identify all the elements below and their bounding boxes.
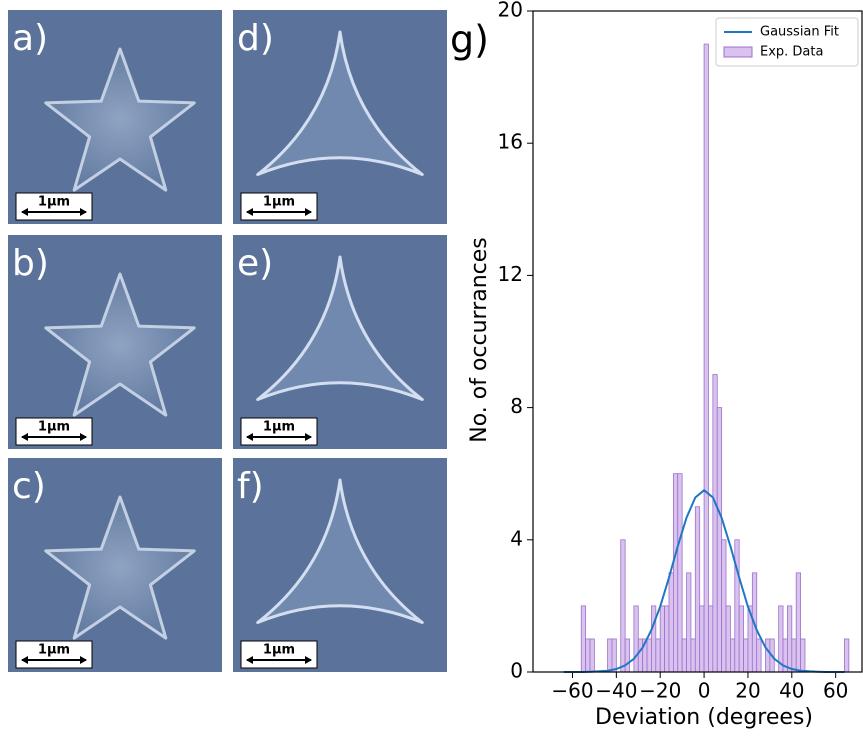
image-panel: f) 1µm bbox=[233, 458, 447, 672]
bar bbox=[690, 638, 696, 673]
scale-bar-box bbox=[15, 640, 93, 669]
star-shape bbox=[44, 47, 196, 192]
scale-bar-label: 1µm bbox=[38, 643, 70, 658]
image-panel: b) 1µm bbox=[8, 235, 222, 449]
bar bbox=[756, 638, 762, 673]
bar bbox=[730, 638, 736, 673]
scale-arrow bbox=[21, 433, 87, 441]
bar bbox=[694, 506, 701, 673]
x-tick-label: −60 bbox=[551, 679, 593, 703]
image-panels: a) 1µm b) 1µm c) 1µm d) 1µm e) 1µm f) 1µm bbox=[8, 10, 447, 672]
tripod-shape bbox=[256, 478, 424, 624]
bar bbox=[664, 605, 670, 673]
bar bbox=[795, 572, 801, 673]
scale-bar-box bbox=[240, 417, 318, 446]
x-tick-label: −20 bbox=[639, 679, 681, 703]
star-shape bbox=[44, 272, 196, 417]
scale-bar-label: 1µm bbox=[263, 420, 295, 435]
bar bbox=[580, 605, 587, 673]
tripod-shape bbox=[256, 255, 424, 401]
panel-label: b) bbox=[12, 243, 49, 284]
axes-frame bbox=[532, 10, 863, 673]
image-panel: a) 1µm bbox=[8, 10, 222, 224]
bar bbox=[844, 638, 850, 673]
bar bbox=[646, 638, 652, 673]
x-tick-label: 60 bbox=[823, 679, 848, 703]
bar bbox=[585, 638, 591, 673]
bar bbox=[668, 572, 674, 673]
scale-bar-label: 1µm bbox=[38, 195, 70, 210]
bar bbox=[738, 605, 744, 673]
y-tick-label: 0 bbox=[510, 659, 523, 683]
bar bbox=[589, 638, 595, 673]
scale-arrow bbox=[246, 656, 312, 664]
scale-arrow bbox=[21, 656, 87, 664]
bar bbox=[686, 572, 692, 673]
legend-label: Exp. Data bbox=[760, 45, 823, 60]
bar bbox=[791, 638, 797, 673]
panel-label: c) bbox=[12, 466, 46, 507]
scale-arrow bbox=[21, 208, 87, 216]
bar bbox=[743, 638, 749, 673]
image-panel: e) 1µm bbox=[233, 235, 447, 449]
bar bbox=[725, 605, 731, 673]
legend-label: Gaussian Fit bbox=[760, 25, 839, 40]
bar bbox=[734, 539, 740, 673]
bar bbox=[716, 407, 723, 673]
bar bbox=[765, 638, 771, 673]
bar bbox=[655, 638, 661, 673]
star-shape bbox=[44, 495, 196, 640]
bar bbox=[721, 539, 727, 673]
scale-arrow bbox=[246, 433, 312, 441]
scale-bar-label: 1µm bbox=[38, 420, 70, 435]
x-tick-label: 20 bbox=[735, 679, 760, 703]
legend-patch bbox=[723, 46, 753, 58]
x-tick-label: −40 bbox=[595, 679, 637, 703]
bar bbox=[620, 539, 626, 673]
panel-label: e) bbox=[237, 243, 273, 284]
scale-bar-box bbox=[240, 640, 318, 669]
scale-arrow bbox=[246, 208, 312, 216]
panel-label: a) bbox=[12, 18, 48, 59]
scale-bar-box bbox=[15, 417, 93, 446]
bar bbox=[712, 374, 718, 673]
scale-bar-box bbox=[240, 192, 318, 221]
panel-label: g) bbox=[450, 18, 489, 62]
bar bbox=[699, 605, 705, 673]
bar bbox=[611, 638, 617, 673]
scale-bar-label: 1µm bbox=[263, 195, 295, 210]
bar bbox=[787, 605, 793, 673]
y-tick-label: 8 bbox=[510, 394, 523, 418]
scale-bar-label: 1µm bbox=[263, 643, 295, 658]
bar bbox=[624, 638, 630, 673]
bar bbox=[633, 605, 639, 673]
y-tick-label: 12 bbox=[498, 262, 523, 286]
bar bbox=[672, 473, 679, 673]
tripod-shape bbox=[256, 30, 424, 176]
fit-line bbox=[563, 488, 845, 673]
panel-label: d) bbox=[237, 18, 274, 59]
x-tick-label: 0 bbox=[698, 679, 711, 703]
bar bbox=[651, 605, 657, 673]
bar bbox=[659, 605, 665, 673]
bar bbox=[681, 638, 687, 673]
bar bbox=[708, 605, 714, 673]
bar bbox=[800, 638, 806, 673]
bar bbox=[677, 473, 683, 673]
y-tick-label: 4 bbox=[510, 526, 523, 550]
panel-label: f) bbox=[237, 466, 264, 507]
image-panel: c) 1µm bbox=[8, 458, 222, 672]
y-tick-label: 20 bbox=[498, 0, 523, 22]
x-axis-label: Deviation (degrees) bbox=[595, 705, 813, 730]
x-tick-label: 40 bbox=[779, 679, 804, 703]
image-panel: d) 1µm bbox=[233, 10, 447, 224]
y-axis-label: No. of occurrances bbox=[467, 237, 492, 443]
bar bbox=[637, 638, 644, 673]
bar bbox=[703, 43, 709, 673]
bar bbox=[607, 638, 613, 673]
y-tick-label: 16 bbox=[498, 130, 523, 154]
scale-bar-box bbox=[15, 192, 93, 221]
